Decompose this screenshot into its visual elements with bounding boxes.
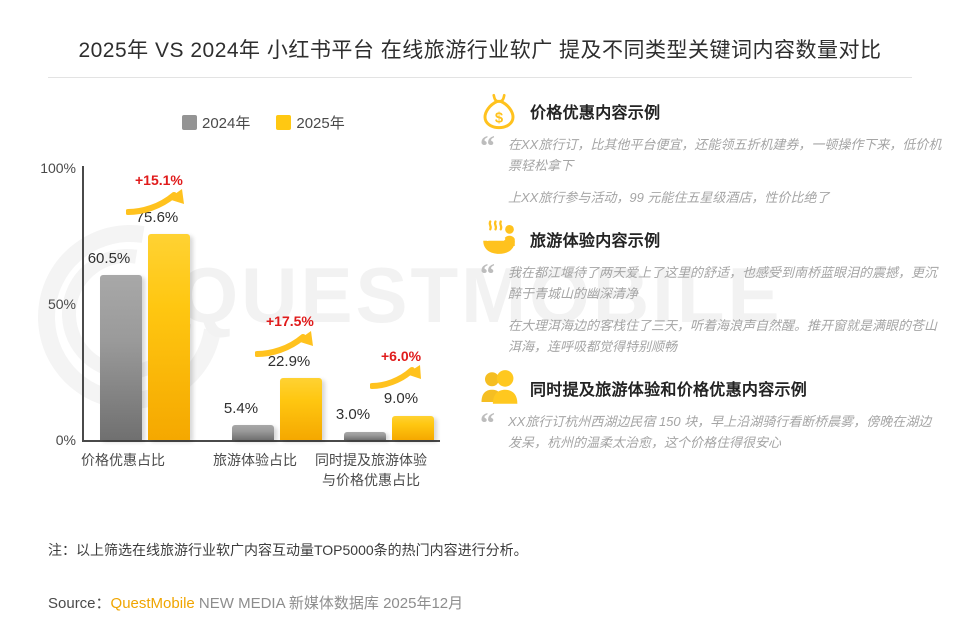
section-title-price: 价格优惠内容示例 [530, 105, 661, 122]
section-price-examples: $ 价格优惠内容示例 “ 在XX旅行订，比其他平台便宜，还能领五折机建券，一顿操… [478, 88, 944, 208]
legend-label-2025: 2025年 [296, 115, 345, 132]
quote-block-both: “ XX旅行订杭州西湖边民宿 150 块，早上沿湖骑行看断桥晨雾，傍晚在湖边发呆… [478, 407, 944, 453]
hot-spring-icon [483, 220, 515, 254]
x-axis-line [82, 440, 440, 442]
bar-2024-both[interactable] [344, 431, 386, 440]
bar-2025-experience[interactable] [280, 377, 322, 440]
legend-swatch-2025 [276, 115, 292, 130]
two-people-icon [481, 370, 518, 404]
x-label-both: 同时提及旅游体验 与价格优惠占比 [307, 450, 435, 490]
watermark-text: QUESTMOBILE [177, 251, 783, 339]
growth-arrow-both-icon [370, 365, 421, 389]
legend-item-2025: 2025年 [276, 112, 345, 133]
page-title: 2025年 VS 2024年 小红书平台 在线旅游行业软广 提及不同类型关键词内… [78, 39, 882, 62]
section-header-both: 同时提及旅游体验和价格优惠内容示例 [478, 365, 944, 411]
value-label-2024-experience: 5.4% [223, 400, 259, 417]
x-label-experience: 旅游体验占比 [195, 450, 315, 470]
money-bag-icon: $ [483, 93, 515, 130]
growth-arrow-price-icon [126, 189, 184, 215]
x-label-both-line2: 与价格优惠占比 [322, 472, 420, 488]
x-label-both-line1: 同时提及旅游体验 [315, 452, 427, 468]
quote-price-1: 在XX旅行订，比其他平台便宜，还能领五折机建券，一顿操作下来，低价机票轻松拿下 [508, 137, 942, 173]
y-axis-line [82, 166, 84, 442]
section-header-price: $ 价格优惠内容示例 [478, 88, 944, 134]
quote-mark-icon: “ [480, 258, 495, 291]
growth-label-experience: +17.5% [266, 313, 314, 329]
legend-label-2024: 2024年 [202, 115, 251, 132]
source-prefix: Source： [48, 595, 111, 612]
quote-mark-icon: “ [480, 407, 495, 440]
quote-block-experience: “ 我在都江堰待了两天爱上了这里的舒适，也感受到南桥蓝眼泪的震撼，更沉醉于青城山… [478, 258, 944, 357]
growth-label-price: +15.1% [135, 172, 183, 188]
source-line: Source：QuestMobile NEW MEDIA 新媒体数据库 2025… [48, 592, 463, 613]
section-both-examples: 同时提及旅游体验和价格优惠内容示例 “ XX旅行订杭州西湖边民宿 150 块，早… [478, 365, 944, 453]
quote-price-2: 上XX旅行参与活动，99 元能住五星级酒店，性价比绝了 [508, 190, 830, 205]
growth-arrow-experience-icon [255, 331, 313, 357]
examples-panel: $ 价格优惠内容示例 “ 在XX旅行订，比其他平台便宜，还能领五折机建券，一顿操… [478, 88, 944, 461]
bar-chart: 2024年 2025年 100% 50% 0% [0, 0, 470, 520]
value-label-2025-price: 75.6% [135, 209, 179, 226]
legend-item-2024: 2024年 [182, 112, 250, 133]
source-brand: QuestMobile [110, 595, 195, 612]
footnote: 注：以上筛选在线旅游行业软广内容互动量TOP5000条的热门内容进行分析。 [48, 542, 528, 558]
growth-label-both: +6.0% [381, 348, 422, 364]
section-title-both: 同时提及旅游体验和价格优惠内容示例 [530, 382, 808, 399]
bar-2024-price[interactable] [100, 275, 142, 440]
quote-experience-2: 在大理洱海边的客栈住了三天，听着海浪声自然醒。推开窗就是满眼的苍山洱海，连呼吸都… [508, 318, 938, 354]
x-label-price: 价格优惠占比 [63, 450, 183, 470]
section-header-experience: 旅游体验内容示例 [478, 216, 944, 262]
svg-text:$: $ [495, 110, 504, 126]
plot-area [82, 168, 442, 440]
bar-2024-experience[interactable] [232, 425, 274, 440]
source-rest: NEW MEDIA 新媒体数据库 2025年12月 [194, 595, 464, 612]
value-label-2024-price: 60.5% [87, 250, 131, 267]
quote-mark-icon: “ [480, 130, 495, 163]
quote-both-1: XX旅行订杭州西湖边民宿 150 块，早上沿湖骑行看断桥晨雾，傍晚在湖边发呆，杭… [508, 414, 932, 450]
bar-2025-price[interactable] [148, 234, 190, 440]
value-label-2025-experience: 22.9% [267, 353, 311, 370]
bar-2025-both[interactable] [392, 415, 434, 440]
x-label-experience-line1: 旅游体验占比 [213, 452, 297, 468]
chart-legend: 2024年 2025年 [182, 112, 345, 133]
title-divider [48, 77, 912, 78]
section-title-experience: 旅游体验内容示例 [530, 233, 661, 250]
value-label-2025-both: 9.0% [383, 390, 419, 407]
x-label-price-line1: 价格优惠占比 [81, 452, 165, 468]
legend-swatch-2024 [182, 115, 197, 130]
value-label-2024-both: 3.0% [335, 406, 371, 423]
quote-block-price: “ 在XX旅行订，比其他平台便宜，还能领五折机建券，一顿操作下来，低价机票轻松拿… [478, 130, 944, 208]
quote-experience-1: 我在都江堰待了两天爱上了这里的舒适，也感受到南桥蓝眼泪的震撼，更沉醉于青城山的幽… [508, 265, 938, 301]
section-experience-examples: 旅游体验内容示例 “ 我在都江堰待了两天爱上了这里的舒适，也感受到南桥蓝眼泪的震… [478, 216, 944, 357]
